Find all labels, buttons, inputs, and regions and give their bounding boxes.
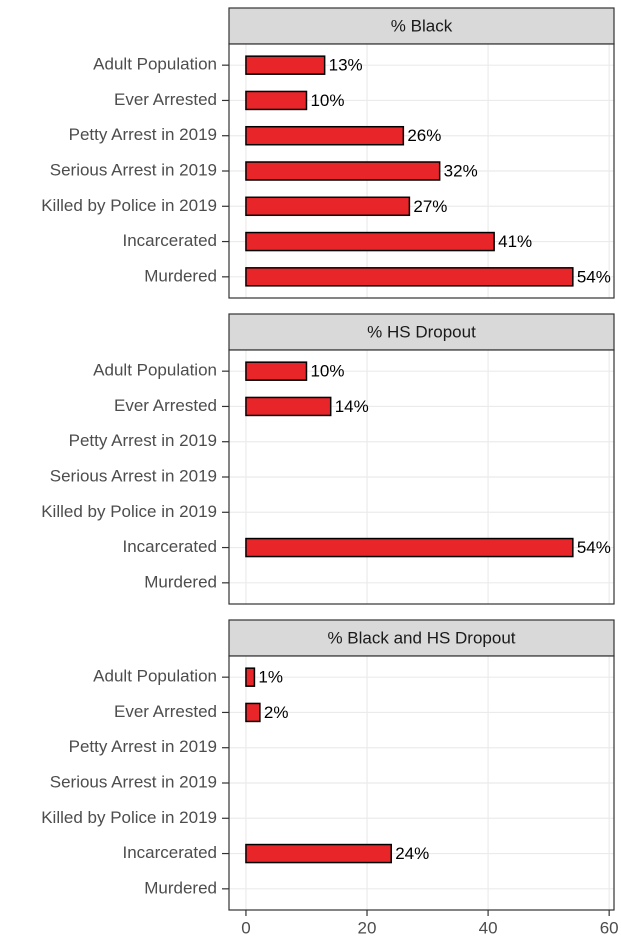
bar xyxy=(245,361,308,381)
y-tick-label: Adult Population xyxy=(93,361,217,380)
value-label: 10% xyxy=(310,91,344,110)
value-label: 54% xyxy=(577,267,611,286)
value-label: 14% xyxy=(335,397,369,416)
bar xyxy=(245,125,405,146)
value-label: 26% xyxy=(407,126,441,145)
value-label: 24% xyxy=(395,844,429,863)
y-tick-label: Killed by Police in 2019 xyxy=(41,502,217,521)
bar xyxy=(245,702,261,723)
y-tick-label: Serious Arrest in 2019 xyxy=(50,772,217,791)
y-tick-label: Killed by Police in 2019 xyxy=(41,808,217,827)
y-tick-label: Ever Arrested xyxy=(114,90,217,109)
value-label: 27% xyxy=(413,197,447,216)
value-label: 13% xyxy=(329,56,363,75)
value-label: 32% xyxy=(444,161,478,180)
panel-border xyxy=(228,349,615,605)
bar xyxy=(245,90,308,111)
bar xyxy=(245,267,574,287)
value-label: 2% xyxy=(264,703,289,722)
strip-title: % Black xyxy=(391,16,453,35)
x-tick-label: 40 xyxy=(479,918,498,937)
strip xyxy=(228,7,615,45)
strip-title: % Black and HS Dropout xyxy=(327,628,515,647)
x-tick-label: 20 xyxy=(358,918,377,937)
bar xyxy=(245,196,411,217)
bar xyxy=(245,537,574,558)
panel-border xyxy=(228,655,615,911)
bar xyxy=(245,161,441,181)
bar xyxy=(245,667,256,687)
bar xyxy=(245,55,326,75)
y-tick-label: Serious Arrest in 2019 xyxy=(50,466,217,485)
bar xyxy=(245,843,392,864)
value-label: 54% xyxy=(577,538,611,557)
bar xyxy=(245,231,495,252)
strip xyxy=(228,313,615,351)
y-tick-label: Petty Arrest in 2019 xyxy=(69,737,217,756)
value-label: 10% xyxy=(310,362,344,381)
y-tick-label: Killed by Police in 2019 xyxy=(41,196,217,215)
y-tick-label: Petty Arrest in 2019 xyxy=(69,125,217,144)
y-tick-label: Adult Population xyxy=(93,667,217,686)
y-tick-label: Petty Arrest in 2019 xyxy=(69,431,217,450)
y-tick-label: Murdered xyxy=(144,572,217,591)
value-label: 1% xyxy=(258,668,283,687)
y-tick-label: Serious Arrest in 2019 xyxy=(50,160,217,179)
y-tick-label: Murdered xyxy=(144,878,217,897)
bar xyxy=(245,396,332,417)
y-tick-label: Murdered xyxy=(144,266,217,285)
x-tick-label: 60 xyxy=(600,918,619,937)
y-tick-label: Ever Arrested xyxy=(114,702,217,721)
y-tick-label: Incarcerated xyxy=(123,843,218,862)
y-tick-label: Ever Arrested xyxy=(114,396,217,415)
panel-border xyxy=(228,43,615,299)
x-tick-label: 0 xyxy=(241,918,250,937)
y-tick-label: Incarcerated xyxy=(123,537,218,556)
strip-title: % HS Dropout xyxy=(367,322,476,341)
value-label: 41% xyxy=(498,232,532,251)
y-tick-label: Incarcerated xyxy=(123,231,218,250)
y-tick-label: Adult Population xyxy=(93,55,217,74)
